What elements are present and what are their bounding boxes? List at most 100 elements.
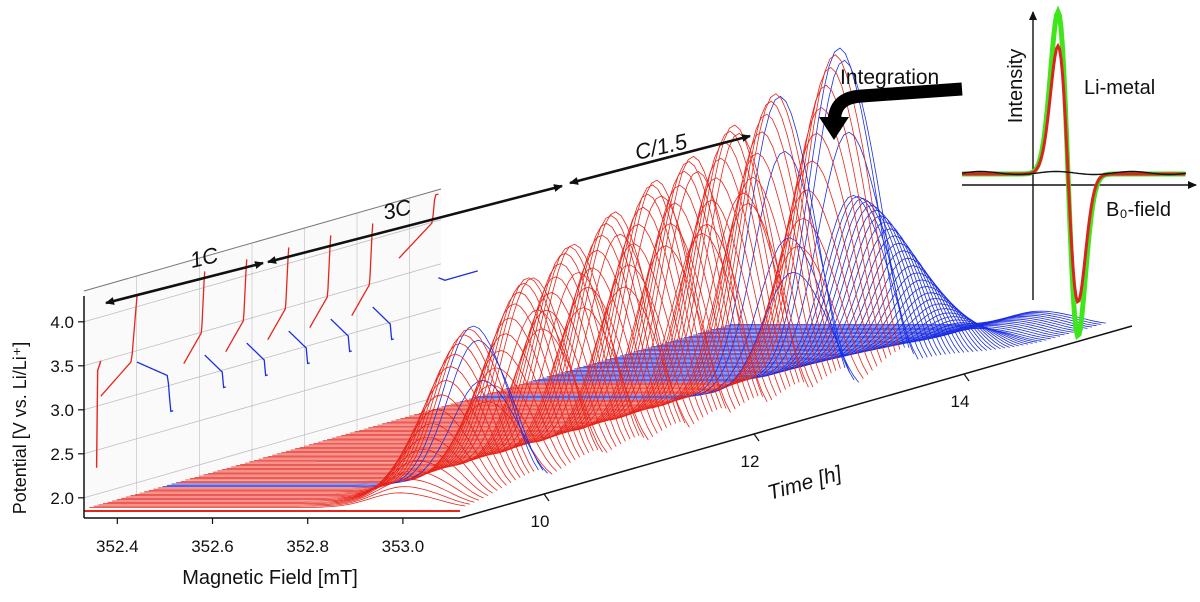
segment-label-3c: 3C <box>381 194 414 225</box>
spectrum-trace <box>116 436 493 501</box>
spectrum-trace <box>290 234 667 451</box>
spectrum-trace <box>135 379 512 495</box>
potential-gridline <box>83 351 442 455</box>
time-tick-label: 14 <box>951 392 970 411</box>
spectrum-trace <box>212 282 590 473</box>
spectrum-trace <box>624 298 1001 356</box>
epr-spectra-waterfall <box>84 47 1106 512</box>
inset-ylabel: Intensity <box>1005 49 1027 123</box>
spectrum-trace <box>464 93 841 401</box>
potential-tick-label: 3.0 <box>50 401 74 420</box>
potential-gridline <box>83 263 442 367</box>
time-tick <box>543 493 550 502</box>
spectrum-trace <box>240 292 617 465</box>
potential-charge-4 <box>309 235 332 329</box>
potential-discharge-0 <box>136 361 174 413</box>
spectrum-trace <box>363 202 741 430</box>
spectrum-trace <box>501 160 878 391</box>
spectrum-trace <box>258 246 635 460</box>
spectrum-trace <box>139 366 516 494</box>
segment-label-c15: C/1.5 <box>633 129 691 165</box>
potential-discharge-1 <box>204 354 226 389</box>
spectrum-trace <box>98 478 475 506</box>
spectrum-trace <box>286 249 663 452</box>
potential-discharge-6 <box>438 270 478 281</box>
spectrum-trace <box>103 470 480 505</box>
field-tick-label: 352.8 <box>286 537 329 556</box>
spectrum-trace <box>144 353 521 493</box>
spectrum-trace <box>217 277 594 472</box>
potential-discharge-4 <box>330 318 352 353</box>
spectrum-trace <box>153 334 530 490</box>
spectrum-trace <box>180 384 558 482</box>
inset-epr-spectrum <box>961 5 1197 341</box>
spectrum-trace <box>441 176 818 408</box>
spectrum-trace <box>185 367 562 481</box>
potential-gridline <box>83 395 442 499</box>
spectrum-trace <box>249 262 626 463</box>
spectrum-trace <box>446 152 823 406</box>
axes: 2.0 2.5 3.0 3.5 4.0 352.4 352.6 352.8 353.0 10 12 1… <box>50 296 1133 556</box>
spectrum-trace <box>469 95 846 400</box>
spectrum-trace <box>533 59 910 382</box>
spectrum-trace <box>254 252 631 461</box>
segment-arrow-3c <box>267 184 563 264</box>
spectrum-trace <box>107 460 484 503</box>
spectrum-trace <box>231 328 608 468</box>
spectrum-trace <box>148 342 526 491</box>
segment-arrow-c15 <box>569 134 751 185</box>
spectrum-trace <box>537 131 914 380</box>
potential-initial <box>95 360 102 468</box>
potential-tick-label: 4.0 <box>50 313 74 332</box>
spectrum-trace <box>368 184 745 429</box>
integration-arrow-icon <box>819 82 963 140</box>
potential-charge-5 <box>351 223 374 317</box>
spectrum-trace <box>89 492 466 508</box>
spectrum-trace <box>189 350 567 480</box>
spectrum-trace <box>505 132 882 389</box>
time-tick-label: 12 <box>741 452 760 471</box>
spectrum-trace <box>523 54 901 384</box>
spectrum-trace <box>176 400 553 484</box>
potential-charge-3 <box>267 247 290 341</box>
spectrum-trace <box>665 327 1042 344</box>
field-tick-label: 352.6 <box>191 537 234 556</box>
spectrum-trace <box>688 322 1065 337</box>
spectrum-trace <box>597 257 974 363</box>
segment-label-1c: 1C <box>188 242 221 273</box>
spectrum-trace <box>276 286 654 455</box>
spectrum-trace <box>112 448 489 502</box>
spectrum-trace <box>432 192 809 410</box>
spectrum-trace <box>162 325 539 488</box>
spectrum-trace <box>473 150 850 399</box>
spectrum-trace <box>725 311 1102 327</box>
spectrum-trace <box>194 333 571 478</box>
magnetic-field-axis-label: Magnetic Field [mT] <box>182 567 358 589</box>
spectrum-trace <box>244 276 622 464</box>
spectrum-trace <box>684 323 1061 339</box>
potential-tick-label: 2.5 <box>50 445 74 464</box>
spectrum-trace <box>272 307 649 456</box>
spectrum-trace <box>318 264 695 443</box>
integration-label: Integration <box>840 66 939 89</box>
inset-baseline-trace <box>961 170 1187 176</box>
potential-tick-label: 2.0 <box>50 489 74 508</box>
spectrum-trace <box>395 223 773 421</box>
potential-curve <box>95 193 478 468</box>
potential-discharge-2 <box>246 342 268 377</box>
potential-discharge-3 <box>288 330 310 365</box>
spectrum-trace <box>226 309 603 469</box>
spectrum-trace <box>336 193 713 438</box>
field-tick-label: 353.0 <box>382 537 425 556</box>
spectrum-trace <box>93 486 470 507</box>
spectrum-trace <box>437 202 814 409</box>
spectrum-trace <box>629 303 1006 354</box>
spectrum-trace <box>121 422 498 499</box>
spectrum-trace <box>125 408 503 498</box>
inset-series-label: Li-metal <box>1084 77 1155 99</box>
spectrum-trace <box>221 277 599 471</box>
segment-arrow-1c <box>105 261 264 305</box>
time-tick-label: 10 <box>531 512 550 531</box>
time-tick <box>963 373 970 382</box>
